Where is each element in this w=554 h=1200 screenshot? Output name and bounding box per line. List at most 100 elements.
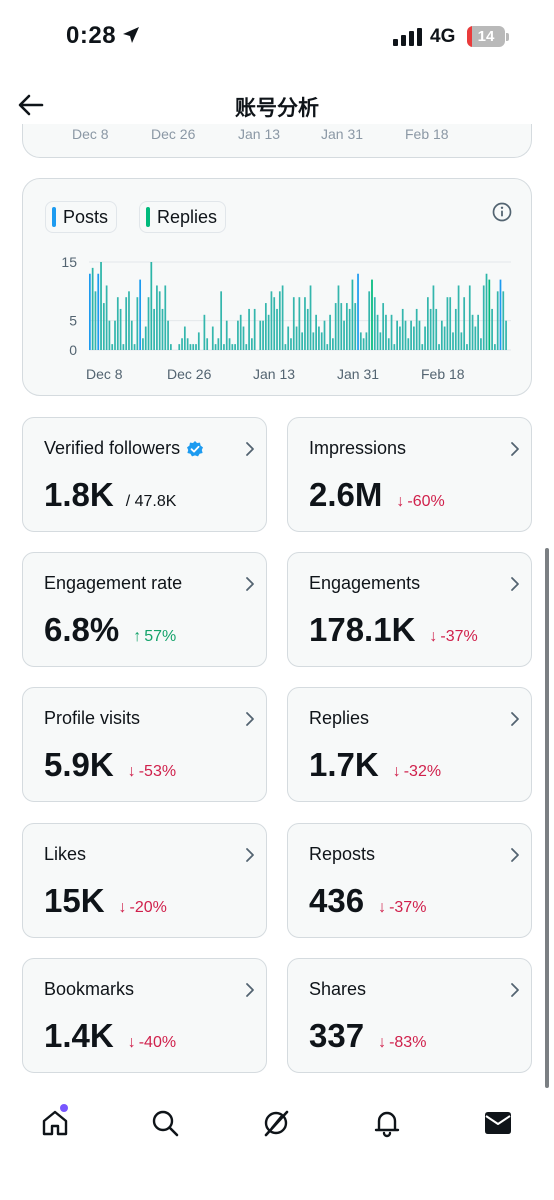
chevron-right-icon <box>246 983 254 997</box>
nav-messages[interactable] <box>481 1106 515 1140</box>
metric-value: 5.9K <box>44 746 114 783</box>
metric-label-text: Engagement rate <box>44 573 183 593</box>
chart-bar <box>502 291 505 350</box>
legend-replies[interactable]: Replies <box>139 201 227 233</box>
metric-label: Likes <box>44 844 86 865</box>
chart-bar <box>144 326 147 350</box>
top-chart-x-axis: Dec 8 Dec 26 Jan 13 Jan 31 Feb 18 <box>23 126 531 146</box>
chart-bar <box>373 297 376 350</box>
metric-card-profile-visits[interactable]: Profile visits 5.9K ↓ -53% <box>22 687 267 802</box>
metric-value-row: 1.4K ↓ -40% <box>44 1017 176 1055</box>
chart-bar <box>496 291 499 350</box>
chart-bar <box>228 338 231 350</box>
metric-label: Replies <box>309 708 369 729</box>
chart-bar <box>139 279 142 350</box>
chart-bar <box>178 344 181 350</box>
chart-bar <box>357 273 359 350</box>
chart-bar <box>181 338 183 350</box>
info-icon[interactable] <box>491 201 513 223</box>
chevron-right-icon <box>246 848 254 862</box>
metric-label-text: Engagements <box>309 573 421 593</box>
chart-bar <box>326 344 329 350</box>
scrollbar[interactable] <box>545 548 549 1088</box>
x-tick-label: Feb 18 <box>421 366 465 382</box>
chart-bar <box>306 308 309 350</box>
chart-bar <box>97 273 100 350</box>
bottom-navigation <box>0 1092 554 1162</box>
chevron-right-icon <box>511 712 519 726</box>
chart-bar <box>452 332 454 350</box>
signal-strength-icon <box>393 28 422 46</box>
chart-bar <box>192 344 195 350</box>
status-time: 0:28 <box>66 22 117 49</box>
metric-card-likes[interactable]: Likes 15K ↓ -20% <box>22 823 267 938</box>
metric-card-engagement-rate[interactable]: Engagement rate 6.8% ↑ 57% <box>22 552 267 667</box>
chart-bar <box>164 285 167 350</box>
chart-bar <box>387 338 390 350</box>
metric-delta: ↓ -32% <box>393 763 441 781</box>
chart-bar <box>488 279 491 350</box>
nav-notifications[interactable] <box>370 1106 404 1140</box>
chevron-right-icon <box>511 577 519 591</box>
metric-delta-value: -32% <box>403 763 442 780</box>
chart-bar <box>491 308 493 350</box>
arrow-down-icon: ↓ <box>392 763 401 780</box>
status-bar: 0:28 4G 14 <box>0 0 554 76</box>
chart-bar <box>480 338 482 350</box>
chart-bar <box>368 291 371 350</box>
top-chart-x-tick: Dec 26 <box>151 126 196 142</box>
back-button[interactable] <box>16 90 46 120</box>
messages-icon <box>485 1112 511 1134</box>
chart-bar <box>399 326 401 350</box>
metric-delta: ↓ -37% <box>429 628 477 646</box>
metric-delta-value: 57% <box>144 628 177 645</box>
chart-bar <box>136 297 139 350</box>
notifications-icon <box>374 1111 400 1138</box>
metric-label: Bookmarks <box>44 979 134 1000</box>
chevron-right-icon <box>511 442 519 456</box>
x-tick-label: Dec 26 <box>167 366 212 382</box>
chart-bar <box>410 320 412 350</box>
chart-bar <box>446 297 449 350</box>
metric-value: 178.1K <box>309 611 416 648</box>
metric-card-shares[interactable]: Shares 337 ↓ -83% <box>287 958 532 1073</box>
metric-card-bookmarks[interactable]: Bookmarks 1.4K ↓ -40% <box>22 958 267 1073</box>
chart-bar <box>499 279 502 350</box>
chart-bar <box>161 308 164 350</box>
top-chart-x-tick: Dec 8 <box>72 126 109 142</box>
chart-bar <box>133 344 136 350</box>
nav-grok[interactable] <box>259 1106 293 1140</box>
chart-bar <box>482 285 485 350</box>
chart-bar <box>471 314 474 350</box>
home-notification-dot <box>60 1104 68 1112</box>
legend-posts[interactable]: Posts <box>45 201 118 233</box>
chart-bar <box>108 320 111 350</box>
metric-card-engagements[interactable]: Engagements 178.1K ↓ -37% <box>287 552 532 667</box>
metric-label-text: Replies <box>309 708 370 728</box>
chart-bar <box>494 344 496 350</box>
metric-value-row: 15K ↓ -20% <box>44 882 167 920</box>
arrow-down-icon: ↓ <box>127 763 136 780</box>
nav-home[interactable] <box>38 1104 72 1140</box>
metric-card-reposts[interactable]: Reposts 436 ↓ -37% <box>287 823 532 938</box>
chart-bar <box>460 332 463 350</box>
metric-card-impressions[interactable]: Impressions 2.6M ↓ -60% <box>287 417 532 532</box>
arrow-up-icon: ↑ <box>133 628 142 645</box>
chart-bar <box>301 332 304 350</box>
chart-bar <box>382 303 385 350</box>
chart-bar <box>304 297 306 350</box>
metric-label-text: Bookmarks <box>44 979 135 999</box>
metric-value: 6.8% <box>44 611 120 648</box>
chart-bar <box>147 297 150 350</box>
chart-bar <box>393 344 396 350</box>
metric-card-verified-followers[interactable]: Verified followers 1.8K / 47.8K <box>22 417 267 532</box>
metric-card-replies[interactable]: Replies 1.7K ↓ -32% <box>287 687 532 802</box>
chart-bar <box>186 338 189 350</box>
chart-bar <box>329 314 331 350</box>
chart-bar <box>116 297 119 350</box>
chart-bar <box>214 344 217 350</box>
metric-value-row: 337 ↓ -83% <box>309 1017 426 1055</box>
chevron-right-icon <box>511 848 519 862</box>
back-arrow-icon <box>18 94 44 116</box>
nav-search[interactable] <box>148 1106 182 1140</box>
